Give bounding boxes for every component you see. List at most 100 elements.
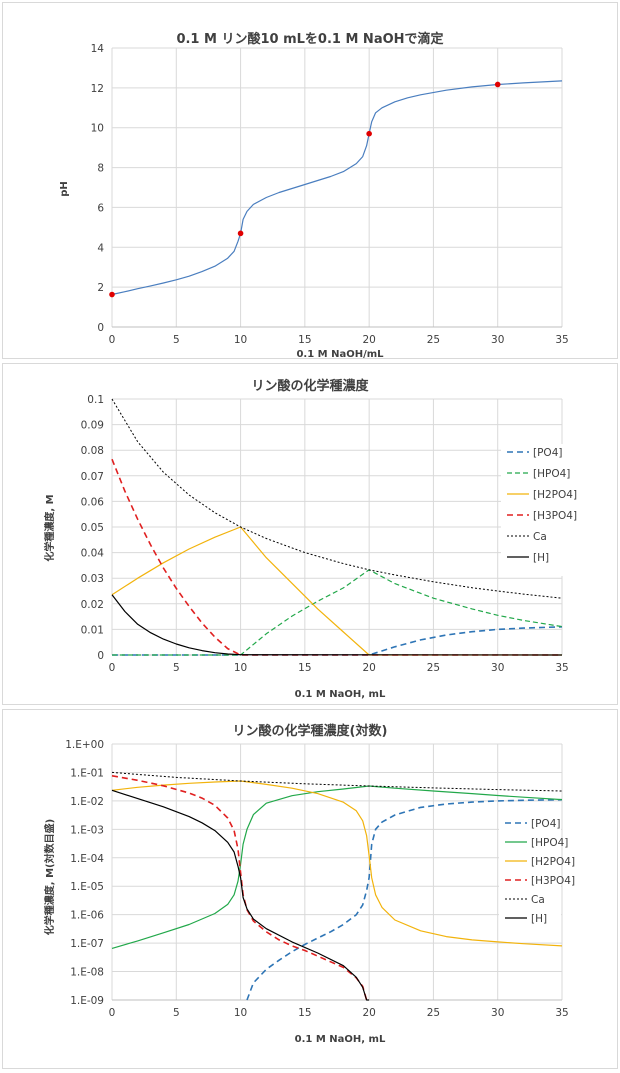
y-tick-label: 6 <box>97 202 104 214</box>
series-line-h3po4 <box>111 775 368 1001</box>
species-concentration-log-chart: リン酸の化学種濃度(対数) 0.1 M NaOH, mL 化学種濃度, M(対数… <box>43 723 575 1045</box>
x-tick-label: 10 <box>234 662 247 674</box>
y-tick-label: 14 <box>91 43 105 55</box>
series-line-hpo4 <box>111 785 563 949</box>
series-line-po4 <box>246 798 563 1001</box>
gridlines <box>111 743 563 1001</box>
x-tick-label: 15 <box>298 662 311 674</box>
x-tick-label: 5 <box>173 662 180 674</box>
y-tick-label: 1.E+00 <box>65 739 104 751</box>
data-point <box>109 291 115 298</box>
y-tick-label: 10 <box>91 123 104 135</box>
x-tick-label: 5 <box>173 334 180 346</box>
legend: [PO4] [HPO4] [H2PO4] [H3PO4] Ca [H] <box>501 444 577 576</box>
legend-label: [H] <box>531 913 547 925</box>
legend: [PO4] [HPO4] [H2PO4] [H3PO4] Ca [H] <box>499 815 575 935</box>
y-tick-label: 1.E-03 <box>70 824 104 836</box>
y-tick-label: 2 <box>97 282 104 294</box>
y-tick-label: 1.E-05 <box>70 881 104 893</box>
y-tick-label: 8 <box>97 163 104 175</box>
x-tick-label: 30 <box>491 334 504 346</box>
series-line-h <box>111 789 370 1001</box>
series-line-po4 <box>112 626 563 656</box>
y-tick-label: 0.06 <box>81 496 105 508</box>
legend-label: [HPO4] <box>531 837 568 849</box>
legend-label: Ca <box>533 531 547 543</box>
x-tick-label: 0 <box>109 662 116 674</box>
chart-title: 0.1 M リン酸10 mLを0.1 M NaOHで滴定 <box>176 31 443 47</box>
x-tick-label: 20 <box>362 1007 375 1019</box>
legend-label: [PO4] <box>533 447 562 459</box>
y-tick-label: 0.05 <box>81 522 104 534</box>
x-tick-label: 30 <box>491 662 504 674</box>
y-axis-label: 化学種濃度, M(対数目盛) <box>43 819 56 935</box>
species-concentration-chart: リン酸の化学種濃度 0.1 M NaOH, mL 化学種濃度, M 0 5 10 15… <box>43 378 577 700</box>
series-line-ca <box>111 771 563 792</box>
y-tick-label: 0 <box>97 322 104 334</box>
data-point <box>494 81 501 88</box>
x-tick-label: 35 <box>555 334 568 346</box>
y-axis-label: pH <box>59 181 70 197</box>
y-tick-label: 0.09 <box>81 420 104 432</box>
series-line-ca <box>111 398 563 599</box>
species-concentration-chart-panel: リン酸の化学種濃度 0.1 M NaOH, mL 化学種濃度, M 0 5 10 15… <box>2 363 618 705</box>
x-tick-label: 15 <box>298 334 311 346</box>
series-line-h <box>111 594 563 656</box>
x-tick-label: 0 <box>109 1007 116 1019</box>
y-tick-label: 0.1 <box>87 394 104 406</box>
y-tick-label: 0.08 <box>81 445 104 457</box>
gridlines <box>111 47 563 328</box>
gridlines <box>111 398 563 656</box>
legend-label: Ca <box>531 894 545 906</box>
ph-titration-chart: 0.1 M リン酸10 mLを0.1 M NaOHで滴定 0.1 M NaOH/… <box>59 31 569 358</box>
series-line-hpo4 <box>112 569 563 656</box>
x-tick-label: 20 <box>362 334 375 346</box>
y-tick-label: 1.E-02 <box>70 796 104 808</box>
x-tick-label: 15 <box>298 1007 311 1019</box>
x-tick-label: 35 <box>555 662 568 674</box>
series-group <box>111 771 563 1001</box>
x-tick-label: 0 <box>109 334 116 346</box>
x-axis-label: 0.1 M NaOH/mL <box>296 349 384 358</box>
x-tick-label: 10 <box>234 334 247 346</box>
series-group <box>111 398 563 656</box>
x-tick-label: 20 <box>362 662 375 674</box>
data-point <box>366 130 372 137</box>
data-point <box>237 230 244 237</box>
x-tick-label: 25 <box>427 662 440 674</box>
y-tick-label: 0.02 <box>81 599 104 611</box>
legend-background <box>501 444 563 576</box>
legend-label: [H3PO4] <box>531 875 575 887</box>
y-axis-label: 化学種濃度, M <box>43 494 56 561</box>
x-tick-label: 5 <box>173 1007 180 1019</box>
legend-label: [H3PO4] <box>533 510 577 522</box>
series-line-h3po4 <box>111 458 562 656</box>
y-tick-label: 12 <box>91 83 104 95</box>
y-tick-label: 0.07 <box>81 471 104 483</box>
series-group <box>111 80 563 296</box>
y-tick-label: 1.E-08 <box>70 967 104 979</box>
chart-title: リン酸の化学種濃度 <box>251 378 369 394</box>
legend-background <box>499 815 561 935</box>
chart-title: リン酸の化学種濃度(対数) <box>233 723 388 739</box>
y-tick-label: 1.E-01 <box>70 767 104 779</box>
y-tick-label: 0.01 <box>81 624 104 636</box>
y-tick-label: 0.04 <box>81 548 105 560</box>
series-line-ph <box>111 80 563 296</box>
x-axis-label: 0.1 M NaOH, mL <box>295 689 386 700</box>
y-tick-label: 1.E-06 <box>70 910 104 922</box>
y-tick-label: 0 <box>97 650 104 662</box>
x-tick-label: 35 <box>555 1007 568 1019</box>
x-tick-label: 25 <box>427 1007 440 1019</box>
legend-label: [H2PO4] <box>531 856 575 868</box>
legend-label: [H] <box>533 552 549 564</box>
y-tick-label: 1.E-07 <box>70 938 104 950</box>
ph-titration-chart-panel: 0.1 M リン酸10 mLを0.1 M NaOHで滴定 0.1 M NaOH/… <box>2 2 618 359</box>
species-concentration-log-chart-panel: リン酸の化学種濃度(対数) 0.1 M NaOH, mL 化学種濃度, M(対数… <box>2 709 618 1069</box>
x-tick-label: 10 <box>234 1007 247 1019</box>
legend-label: [PO4] <box>531 818 560 830</box>
x-tick-label: 25 <box>427 334 440 346</box>
y-tick-label: 1.E-04 <box>70 853 104 865</box>
legend-label: [HPO4] <box>533 468 570 480</box>
legend-label: [H2PO4] <box>533 489 577 501</box>
